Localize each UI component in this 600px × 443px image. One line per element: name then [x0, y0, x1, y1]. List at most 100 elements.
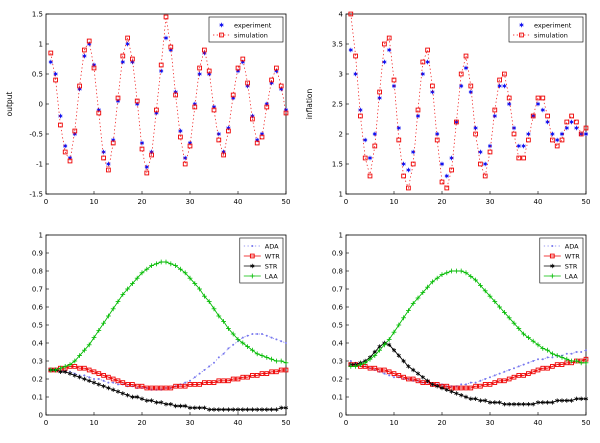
x-tick-label: 0: [344, 198, 348, 206]
series-STR: [48, 367, 289, 412]
x-tick-label: 30: [186, 419, 195, 427]
x-tick-label: 50: [582, 419, 591, 427]
y-tick-label: 0.5: [32, 321, 43, 329]
legend-label: WTR: [565, 252, 580, 260]
legend-label: experiment: [234, 21, 272, 29]
x-tick-label: 10: [390, 419, 399, 427]
x-tick-label: 0: [344, 419, 348, 427]
subplot-inflation: 0 10 20 30 40 50 1 1.5 2 2.5 3 3.5 4 inflation experim…: [300, 0, 600, 221]
y-tick-label: 0.2: [332, 375, 343, 383]
y-tick-label: 0.7: [332, 285, 343, 293]
y-tick-label: 1.5: [332, 160, 343, 168]
legend-item-LAA: LAA: [243, 272, 278, 280]
x-tick-label: 30: [486, 419, 495, 427]
legend-item-simulation: simulation: [513, 31, 568, 39]
y-tick-label: -1: [36, 160, 43, 168]
legend-item-STR: STR: [543, 262, 578, 270]
y-tick-label: 0: [39, 411, 43, 419]
series-line: [50, 261, 287, 371]
y-tick-label: 0.5: [332, 321, 343, 329]
y-tick-label: 0.9: [32, 249, 43, 257]
y-tick-label: 2: [339, 130, 343, 138]
legend: experiment simulation: [208, 16, 284, 43]
subplot-output: 0 10 20 30 40 50 -1.5 -1 -0.5 0 0.5 1 1.5 output exper…: [0, 0, 300, 221]
legend-label: simulation: [234, 31, 268, 39]
plot-strategies-left-canvas: 0 10 20 30 40 50 0 0.1 0.2 0.3 0.4 0.5 0.6 0.7 0.8 0.9 1…: [32, 231, 291, 427]
legend-label: STR: [265, 262, 278, 270]
legend-label: WTR: [265, 252, 280, 260]
y-tick-label: 0.8: [32, 267, 43, 275]
legend-item-WTR: WTR: [243, 252, 280, 260]
x-tick-label: 50: [282, 419, 291, 427]
x-tick-label: 20: [138, 198, 147, 206]
plot-inflation-canvas: 0 10 20 30 40 50 1 1.5 2 2.5 3 3.5 4 inflation experim…: [305, 10, 591, 206]
series-line: [350, 13, 587, 190]
x-tick-label: 40: [534, 198, 543, 206]
y-tick-label: 0.3: [332, 357, 343, 365]
legend-label: LAA: [265, 272, 278, 280]
y-tick-label: 0.5: [32, 70, 43, 78]
series-line: [350, 358, 587, 389]
legend-label: experiment: [534, 21, 572, 29]
axes: 0 10 20 30 40 50 -1.5 -1 -0.5 0 0.5 1 1.5: [29, 10, 290, 206]
y-tick-label: 3.5: [332, 40, 343, 48]
y-tick-label: 0.9: [332, 249, 343, 257]
x-tick-label: 30: [486, 198, 495, 206]
y-tick-label: 1: [339, 190, 343, 198]
y-tick-label: 1.5: [32, 10, 43, 18]
x-tick-label: 50: [582, 198, 591, 206]
series-line: [50, 365, 286, 389]
x-tick-label: 20: [438, 198, 447, 206]
x-tick-label: 40: [534, 419, 543, 427]
legend-item-experiment: experiment: [519, 21, 572, 29]
y-tick-label: 0: [39, 100, 43, 108]
y-tick-label: 1: [339, 231, 343, 239]
x-tick-label: 10: [90, 419, 99, 427]
legend-label: simulation: [534, 31, 568, 39]
x-tick-label: 40: [234, 419, 243, 427]
x-tick-label: 20: [138, 419, 147, 427]
series-simulation: [48, 14, 289, 176]
legend: experiment simulation: [508, 16, 584, 43]
y-tick-label: 0.1: [32, 393, 43, 401]
plot-output-canvas: 0 10 20 30 40 50 -1.5 -1 -0.5 0 0.5 1 1.5 output exper…: [5, 10, 290, 206]
y-tick-label: 1: [39, 40, 43, 48]
x-tick-label: 10: [90, 198, 99, 206]
legend-label: LAA: [565, 272, 578, 280]
series-LAA: [348, 268, 589, 369]
subplot-strategies-right: 0 10 20 30 40 50 0 0.1 0.2 0.3 0.4 0.5 0.6 0.7 0.8 0.9 1…: [300, 221, 600, 442]
x-tick-label: 50: [282, 198, 291, 206]
series-WTR: [348, 356, 589, 391]
y-tick-label: 0: [339, 411, 343, 419]
series-LAA: [48, 259, 289, 373]
legend-label: STR: [565, 262, 578, 270]
y-tick-label: 0.4: [32, 339, 44, 347]
y-tick-label: 0.8: [332, 267, 343, 275]
y-tick-label: 1: [39, 231, 43, 239]
y-axis-label: output: [5, 92, 14, 117]
x-tick-label: 40: [234, 198, 243, 206]
x-tick-label: 10: [390, 198, 399, 206]
legend-item-experiment: experiment: [219, 21, 272, 29]
legend-item-LAA: LAA: [543, 272, 578, 280]
y-tick-label: 0.2: [32, 375, 43, 383]
y-tick-label: -1.5: [29, 190, 43, 198]
subplot-strategies-left: 0 10 20 30 40 50 0 0.1 0.2 0.3 0.4 0.5 0.6 0.7 0.8 0.9 1…: [0, 221, 300, 442]
legend-item-ADA: ADA: [543, 242, 579, 250]
legend-label: ADA: [565, 242, 579, 250]
y-tick-label: -0.5: [29, 130, 43, 138]
x-tick-label: 30: [186, 198, 195, 206]
y-tick-label: 4: [339, 10, 344, 18]
y-tick-label: 0.1: [332, 393, 343, 401]
series-line: [50, 16, 287, 174]
y-tick-label: 0.3: [32, 357, 43, 365]
x-tick-label: 0: [44, 419, 48, 427]
series-simulation: [348, 11, 589, 191]
x-tick-label: 20: [438, 419, 447, 427]
plot-strategies-right-canvas: 0 10 20 30 40 50 0 0.1 0.2 0.3 0.4 0.5 0.6 0.7 0.8 0.9 1…: [332, 231, 591, 427]
y-tick-label: 0.6: [332, 303, 344, 311]
y-tick-label: 3: [339, 70, 343, 78]
legend-item-STR: STR: [243, 262, 278, 270]
y-tick-label: 0.6: [32, 303, 44, 311]
